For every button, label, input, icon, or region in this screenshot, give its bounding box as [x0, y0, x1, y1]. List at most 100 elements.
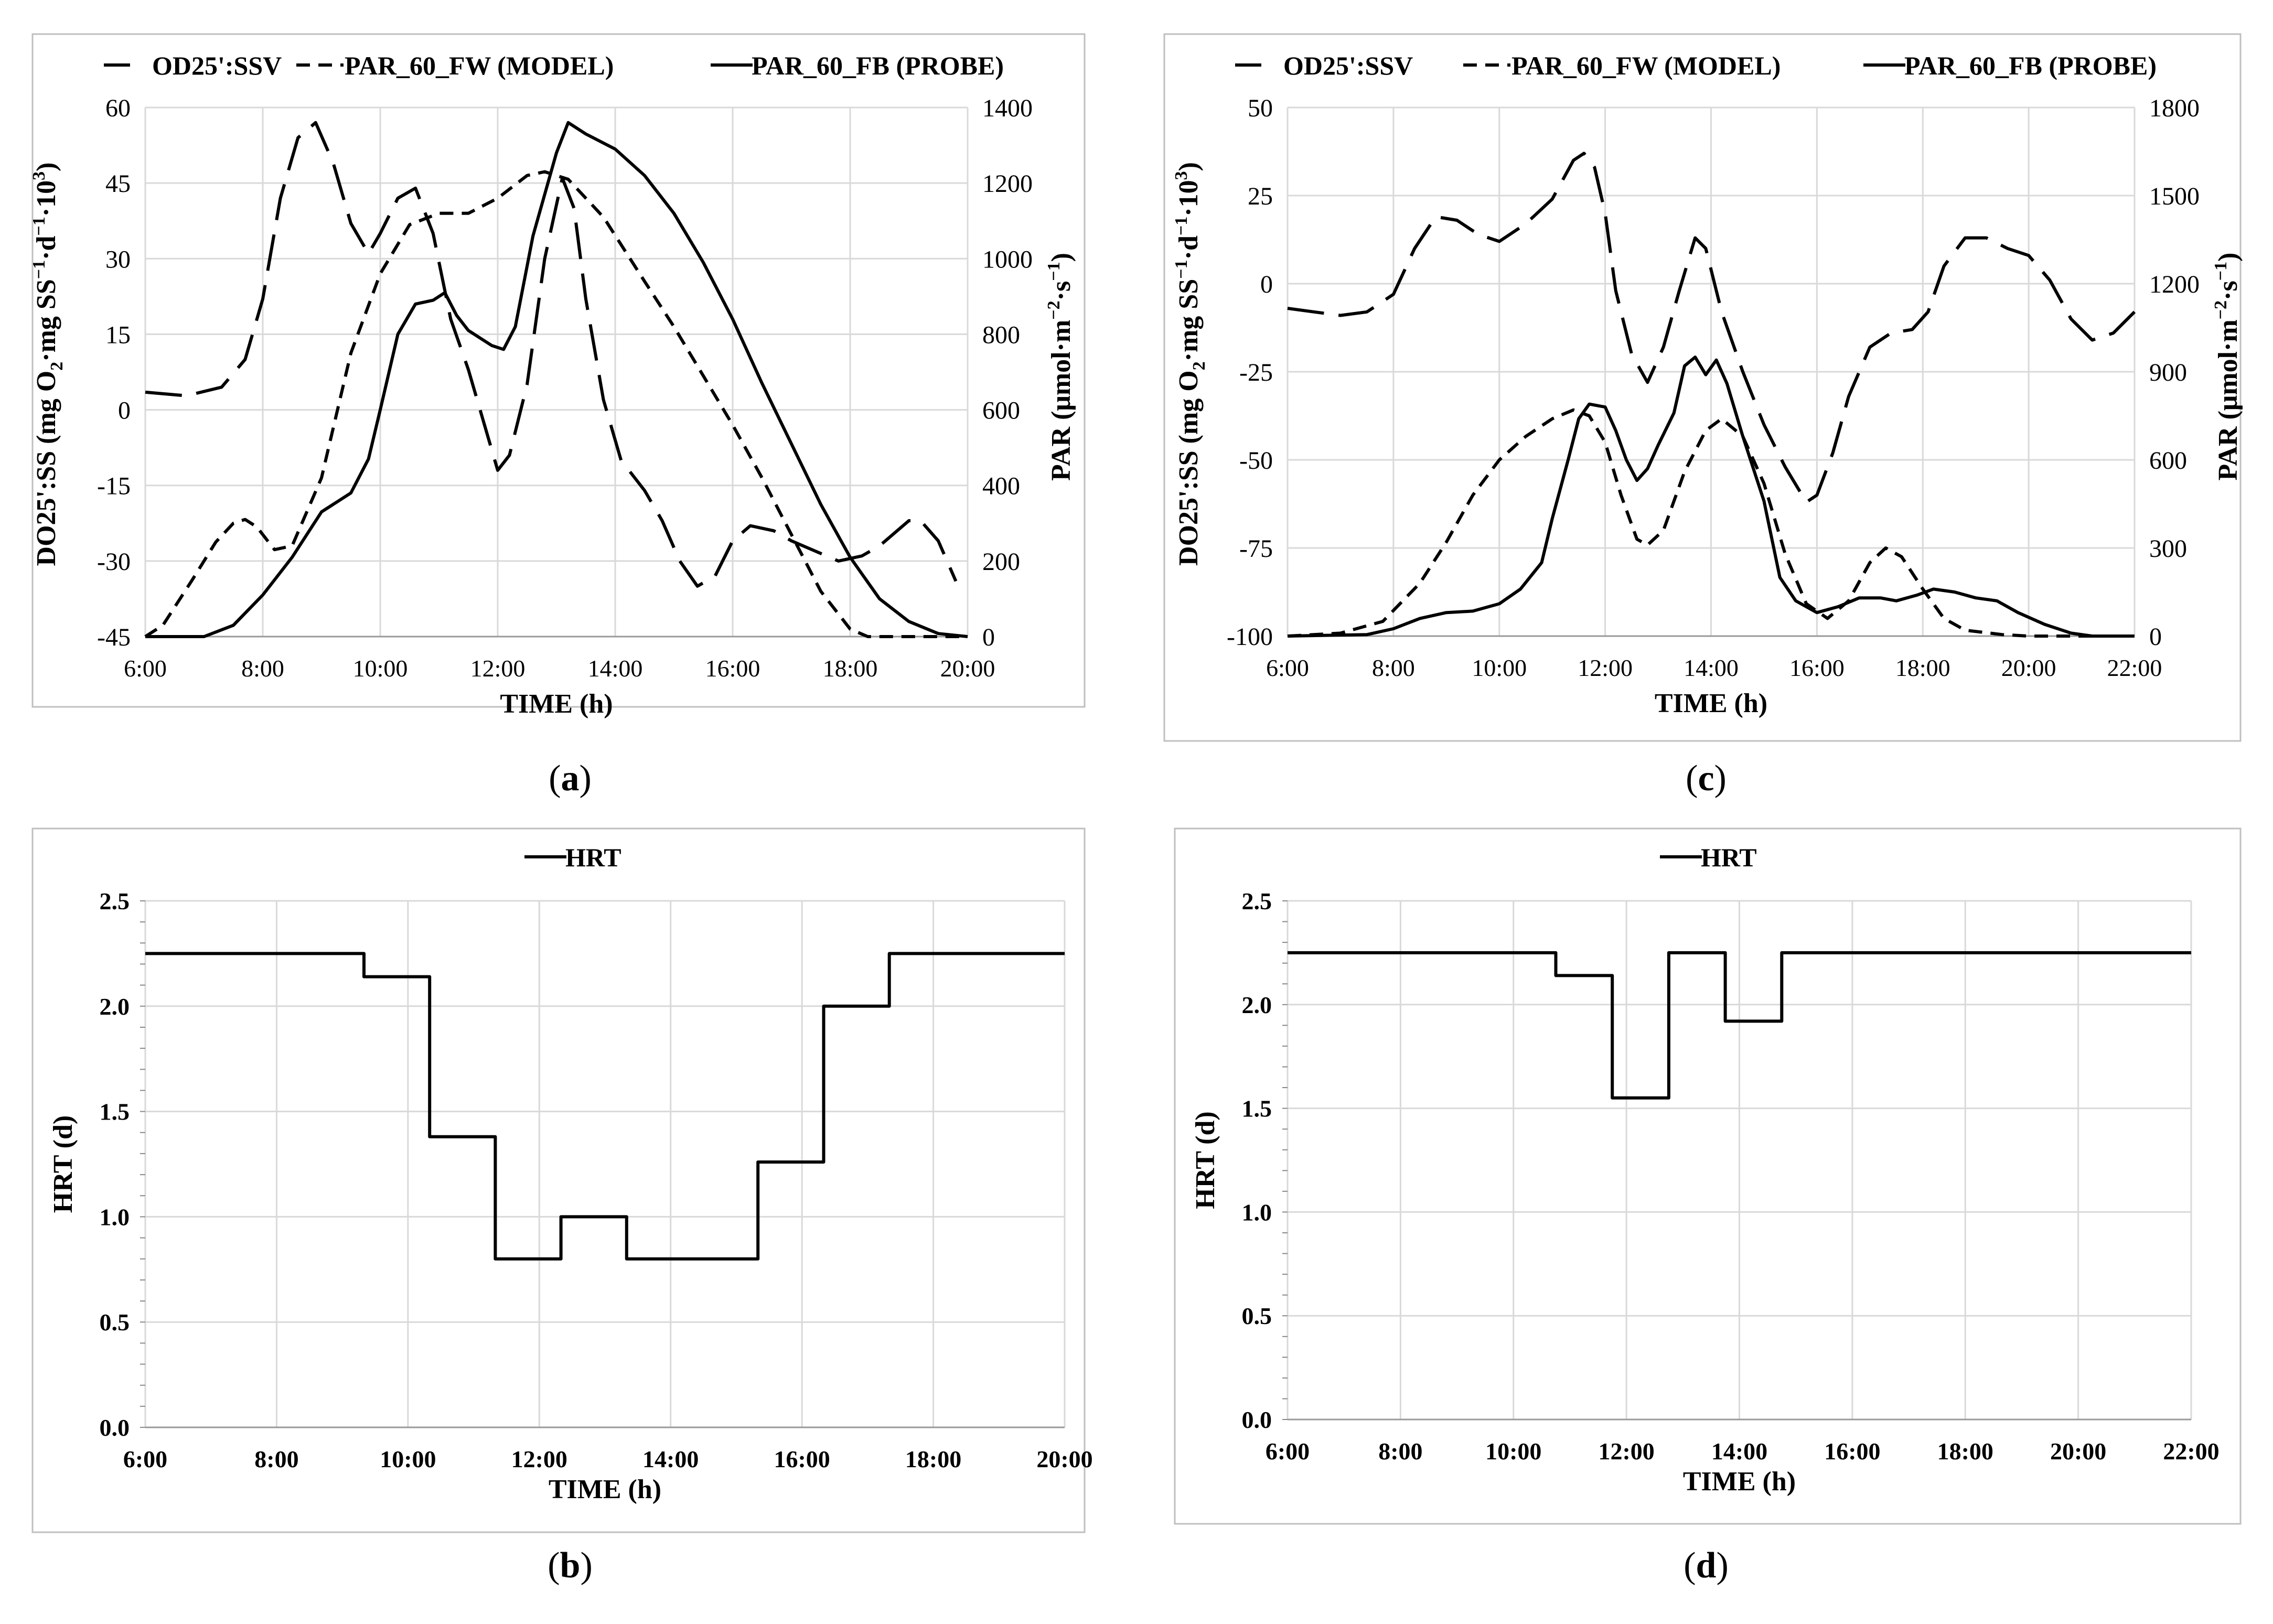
y-right-tick-label: 400: [982, 472, 1020, 500]
caption-letter: b: [560, 1545, 581, 1586]
x-tick-label: 6:00: [1266, 654, 1309, 681]
caption-paren: ): [1716, 1545, 1728, 1586]
y-right-axis-title-part: ): [2213, 253, 2243, 262]
y-tick-label: 0.5: [1242, 1303, 1272, 1329]
caption-letter: c: [1698, 758, 1714, 799]
chart-panel-c: 6:00 8:00 10:00 12:00 14:00 16:00 18:00 20:00 22…: [1163, 33, 2243, 799]
y-left-tick-label: -30: [97, 548, 131, 576]
y-right-tick-label: 1800: [2149, 94, 2200, 122]
x-tick-label: 20:00: [2001, 654, 2056, 681]
panel-caption: (d): [1684, 1545, 1729, 1586]
x-tick-label: 18:00: [823, 655, 878, 682]
caption-paren: ): [580, 758, 592, 799]
legend-label: OD25':SSV: [1283, 51, 1413, 80]
y-left-axis-title-part: 3: [29, 171, 49, 180]
y-left-axis-title-part: DO25':SS (mg O: [1174, 370, 1204, 566]
y-left-tick-label: 45: [105, 170, 131, 198]
y-right-axis-title-part: PAR (μmol·m: [2213, 319, 2243, 480]
caption-letter: a: [561, 758, 580, 799]
x-tick-label: 20:00: [940, 655, 995, 682]
x-tick-label: 16:00: [774, 1446, 830, 1472]
y-left-axis-title-part: ·d: [31, 236, 61, 260]
x-tick-label: 6:00: [1266, 1438, 1310, 1465]
y-left-tick-label: 15: [105, 321, 131, 349]
y-left-axis-title-part: 2: [1189, 361, 1209, 370]
y-right-tick-label: 800: [982, 321, 1020, 349]
y-right-tick-label: 0: [982, 623, 995, 651]
y-right-tick-label: 600: [982, 397, 1020, 425]
y-left-axis-title: DO25':SS (mg O2·mg SS−1·d−1·103): [1172, 162, 1209, 566]
y-right-axis-title-part: PAR (μmol·m: [1046, 320, 1076, 481]
y-right-axis-title-part: ): [1046, 253, 1076, 262]
x-tick-label: 18:00: [1937, 1438, 1993, 1465]
y-left-axis-title-part: −1: [29, 260, 49, 279]
chart-panel-a: 6:00 8:00 10:00 12:00 14:00 16:00 18:00 20:00 -4…: [29, 33, 1086, 799]
panel-frame: [31, 33, 1086, 708]
x-tick-label: 16:00: [1824, 1438, 1880, 1465]
caption-paren: ): [1714, 758, 1727, 799]
y-left-tick-label: 60: [105, 94, 131, 122]
x-tick-label: 18:00: [1895, 654, 1950, 681]
panel-frame: [31, 827, 1086, 1533]
x-tick-label: 20:00: [1036, 1446, 1092, 1472]
y-right-axis-title-part: −1: [2211, 262, 2231, 281]
y-left-axis-title-part: −1: [29, 217, 49, 235]
y-left-axis-title-part: ·d: [1174, 235, 1204, 260]
panel-frame: [1163, 33, 2242, 742]
x-tick-label: 6:00: [124, 655, 167, 682]
panel-caption: (a): [549, 758, 592, 799]
y-right-axis-title-part: −2: [2211, 300, 2231, 319]
y-right-axis-title: PAR (μmol·m−2·s−1): [1044, 253, 1076, 481]
y-tick-label: 2.5: [1242, 888, 1272, 915]
y-right-tick-label: 1200: [2149, 271, 2200, 298]
x-tick-label: 16:00: [1789, 654, 1845, 681]
caption-letter: d: [1696, 1545, 1717, 1586]
series-line-par-60-fb-probe-: [145, 121, 968, 638]
x-axis-title: TIME (h): [1655, 689, 1767, 718]
x-axis-title: TIME (h): [549, 1475, 661, 1504]
panel-frame: [1174, 827, 2242, 1525]
panel-caption: (c): [1686, 758, 1727, 799]
x-tick-label: 8:00: [1372, 654, 1415, 681]
x-tick-label: 10:00: [380, 1446, 436, 1472]
legend-label: HRT: [1701, 843, 1757, 872]
y-right-axis-title-part: ·s: [1046, 281, 1076, 301]
x-tick-label: 8:00: [1378, 1438, 1422, 1465]
caption-paren: (: [548, 1545, 560, 1586]
y-tick-label: 2.0: [100, 993, 130, 1020]
caption-paren: (: [1686, 758, 1698, 799]
y-left-tick-label: -100: [1227, 623, 1273, 651]
x-tick-label: 12:00: [470, 655, 526, 682]
series-line-od25-ssv: [1287, 152, 2136, 504]
x-axis-title: TIME (h): [500, 689, 613, 719]
y-right-axis-title-part: −2: [1044, 300, 1064, 319]
y-right-tick-label: 300: [2149, 535, 2187, 563]
x-tick-label: 12:00: [1578, 654, 1633, 681]
y-tick-label: 1.5: [100, 1099, 130, 1125]
y-left-tick-label: 0: [1260, 271, 1273, 298]
x-tick-label: 12:00: [1598, 1438, 1654, 1465]
series-line-par-60-fb-probe-: [1287, 356, 2135, 638]
y-left-tick-label: 50: [1248, 94, 1273, 122]
y-tick-label: 0.0: [1242, 1406, 1272, 1433]
y-left-tick-label: -50: [1239, 447, 1273, 475]
y-left-axis-title-part: 2: [47, 362, 67, 371]
y-right-tick-label: 1500: [2149, 182, 2200, 210]
chart-panel-d: 6:00 8:00 10:00 12:00 14:00 16:00 18:00 20:00 22…: [1174, 827, 2242, 1586]
series-line-par-60-fw-model-: [144, 170, 968, 638]
series-line-hrt: [1288, 951, 2191, 1100]
y-right-tick-label: 200: [982, 548, 1020, 576]
y-tick-label: 1.0: [100, 1203, 130, 1230]
legend-label: HRT: [565, 843, 621, 872]
legend-label: PAR_60_FW (MODEL): [1511, 51, 1781, 80]
series-line-od25-ssv: [145, 121, 958, 588]
y-left-axis-title-part: ): [31, 163, 61, 171]
chart-panel-b: 6:00 8:00 10:00 12:00 14:00 16:00 18:00 20:00 0.…: [31, 827, 1093, 1586]
x-tick-label: 12:00: [511, 1446, 567, 1472]
y-left-axis-title: DO25':SS (mg O2·mg SS−1·d−1·103): [29, 163, 67, 566]
y-left-tick-label: -45: [97, 623, 131, 651]
series-line-hrt: [145, 952, 1065, 1261]
y-left-tick-label: -15: [97, 472, 131, 500]
caption-paren: ): [580, 1545, 592, 1586]
